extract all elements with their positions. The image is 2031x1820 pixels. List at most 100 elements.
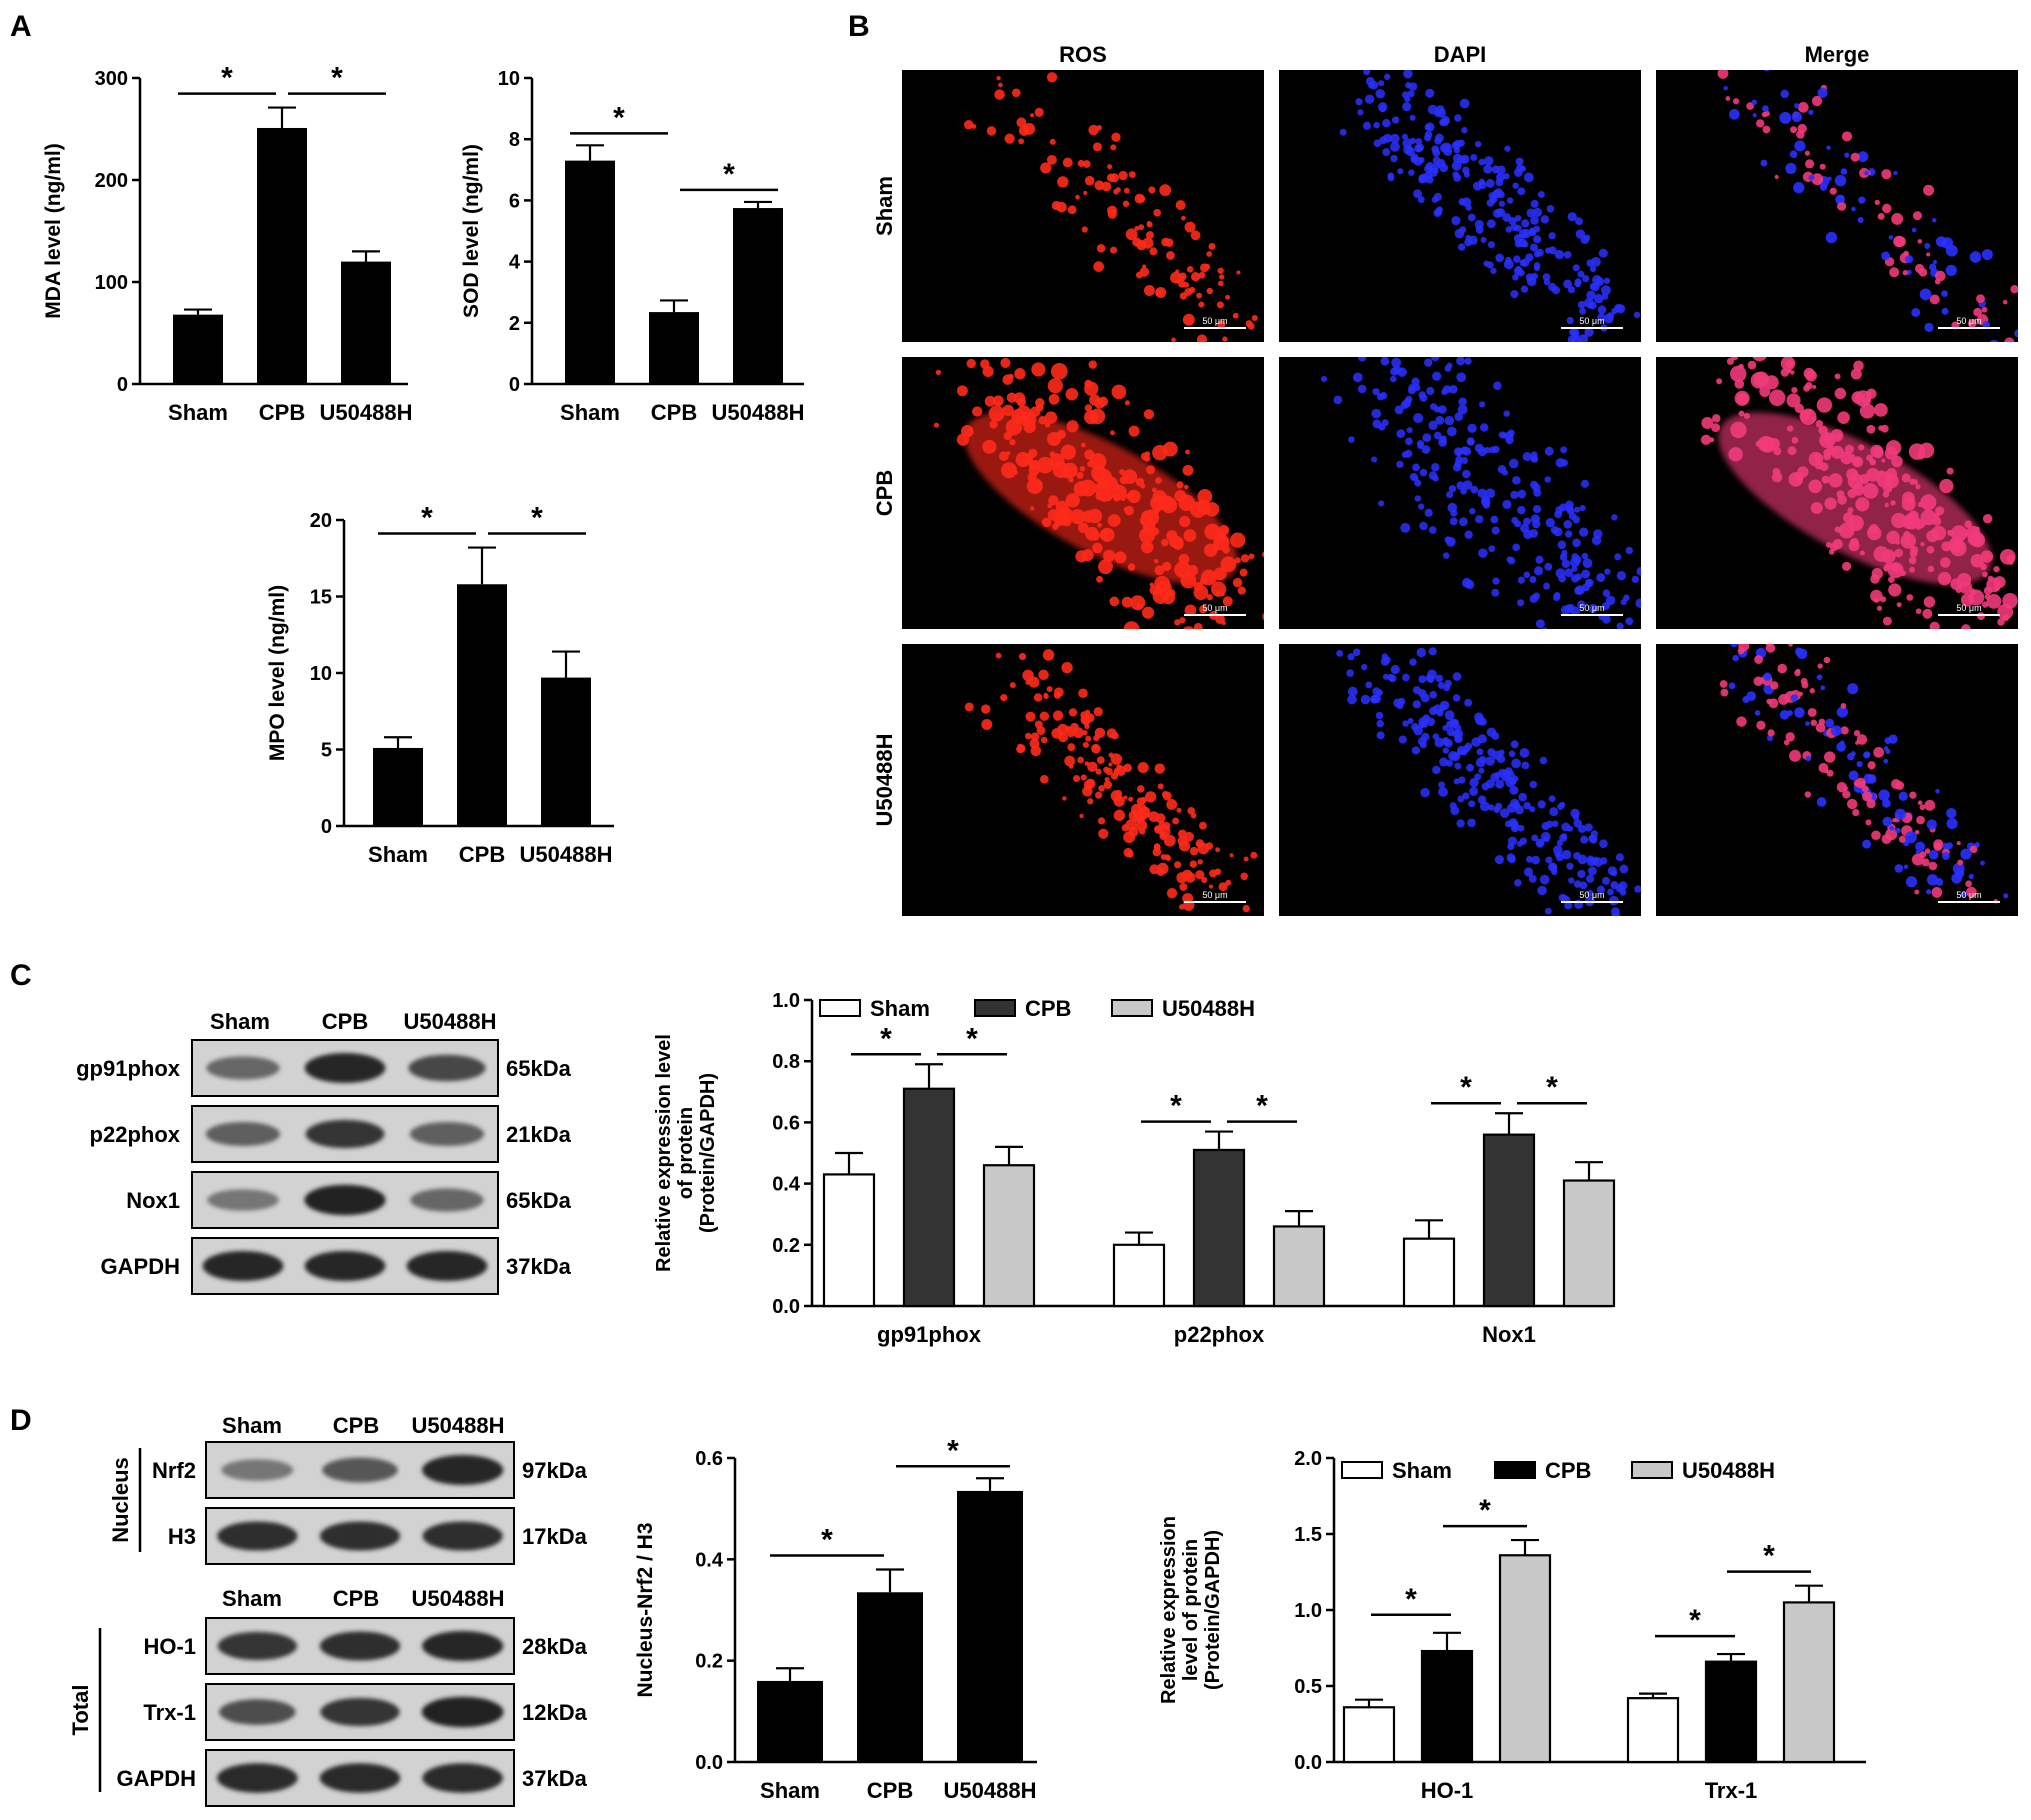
micrograph-cell xyxy=(1791,386,1798,394)
micrograph-cell xyxy=(1355,98,1363,106)
micrograph-cell xyxy=(1603,277,1611,284)
micrograph-cell xyxy=(1530,455,1538,463)
micrograph-cell xyxy=(1039,774,1049,784)
micrograph-cell xyxy=(1400,401,1409,410)
ho1trx-bar-Trx-1-CPB xyxy=(1704,1660,1758,1764)
micrograph-cell xyxy=(1915,608,1922,615)
micrograph-cell xyxy=(1866,424,1876,434)
micrograph-cell xyxy=(1807,707,1817,717)
micrograph-cell xyxy=(1510,290,1519,299)
micrograph-cell xyxy=(1439,143,1450,153)
micrograph-cell xyxy=(1836,706,1848,718)
micrograph-cell xyxy=(1529,594,1538,603)
micrograph-cell xyxy=(1251,314,1258,322)
micrograph-cell xyxy=(1491,526,1500,535)
micrograph-cell xyxy=(1348,350,1354,356)
micrograph-cell xyxy=(1444,710,1455,721)
micrograph-cell xyxy=(1050,362,1068,380)
micrograph-cell xyxy=(1429,690,1438,699)
micrograph-cell xyxy=(1477,488,1487,498)
micrograph-cell xyxy=(1175,269,1180,274)
micrograph-cell xyxy=(1881,251,1891,261)
micrograph-cell xyxy=(1138,224,1145,231)
micrograph-cell xyxy=(1968,873,1974,880)
blot-d-lane-label: U50488H xyxy=(412,1586,505,1611)
micrograph-cell xyxy=(1574,506,1581,513)
micrograph-cell xyxy=(1418,675,1427,684)
micrograph-cell xyxy=(1585,874,1595,883)
sod-bar-Sham xyxy=(565,160,615,384)
micrograph-cell xyxy=(1494,771,1502,779)
micrograph-cell xyxy=(1980,860,1985,866)
micrograph-cell xyxy=(1444,415,1455,426)
micrograph-cell xyxy=(1701,417,1714,429)
ho1trx-Trx-1-a-significance-star: * xyxy=(1689,1604,1701,1637)
micrograph-cell xyxy=(1196,334,1208,342)
ho1trx-category-label: HO-1 xyxy=(1421,1778,1474,1803)
micrograph-cell xyxy=(1545,518,1555,528)
mda-bar-Sham xyxy=(173,314,223,384)
micrograph-cell xyxy=(1486,219,1496,229)
micrograph-cell xyxy=(1382,148,1391,156)
micrograph-cell xyxy=(1093,707,1103,717)
micrograph-cell xyxy=(1433,192,1442,201)
micrograph-cell xyxy=(1928,850,1939,860)
micrograph-cell xyxy=(982,365,994,378)
micrograph-cell xyxy=(1750,372,1768,389)
micrograph-cell xyxy=(1484,446,1491,454)
micrograph-cell xyxy=(1885,748,1891,754)
micrograph-cell xyxy=(1780,357,1796,371)
micrograph-cell xyxy=(1016,117,1027,128)
micrograph-cell xyxy=(1470,153,1478,162)
micrograph-cell xyxy=(1862,839,1872,849)
micrograph-cell xyxy=(1924,799,1936,811)
micrograph-cell xyxy=(1529,780,1538,789)
micrograph-cell xyxy=(1136,797,1145,806)
micrograph-cell xyxy=(1418,391,1426,399)
micrograph-cell xyxy=(1540,215,1550,224)
micrograph-cell xyxy=(1888,583,1902,597)
micrograph-cell xyxy=(1546,204,1555,213)
micrograph-cell xyxy=(1921,858,1930,867)
micrograph-cell xyxy=(1510,798,1520,809)
micrograph-cell xyxy=(1777,663,1788,674)
micrograph-cell xyxy=(1793,181,1805,194)
micrograph-cell xyxy=(1588,834,1597,843)
micrograph-cell xyxy=(1452,694,1461,702)
micrograph-cell xyxy=(1181,921,1191,931)
micrograph-cell xyxy=(1077,159,1085,167)
micrograph-cell xyxy=(1563,279,1573,289)
micrograph-cell xyxy=(1914,263,1925,274)
micrograph-cell xyxy=(1818,762,1829,773)
micrograph-cell xyxy=(1551,286,1561,295)
micrograph-cell xyxy=(1062,157,1073,168)
scale-bar-label: 50 μm xyxy=(1579,890,1604,900)
micrograph-cell xyxy=(1763,70,1770,72)
micrograph-cell xyxy=(1848,770,1859,781)
micrograph-cell xyxy=(1584,327,1594,337)
micrograph-cell xyxy=(1520,285,1529,293)
micrograph-cell xyxy=(1372,687,1381,696)
micrograph-cell xyxy=(1982,514,1993,524)
micrograph-cell xyxy=(1982,320,1991,329)
micrograph-cell xyxy=(1402,102,1412,112)
blot-d-Trx-1-band xyxy=(219,1699,296,1725)
micrograph-cell xyxy=(1571,565,1578,572)
ho1trx-bar-Trx-1-U50488H xyxy=(1782,1601,1836,1764)
micrograph-cell xyxy=(1765,644,1773,647)
micrograph-cell xyxy=(1503,173,1510,180)
micrograph-cell xyxy=(1025,680,1031,685)
blot-c-protein-label: gp91phox xyxy=(76,1056,181,1081)
micrograph-cell xyxy=(1181,215,1186,221)
micrograph-cell xyxy=(1766,735,1774,742)
micrograph-cell xyxy=(1544,476,1551,483)
micrograph-cell xyxy=(1513,234,1523,244)
micrograph-cell xyxy=(1196,292,1203,299)
micrograph-cell xyxy=(1095,768,1102,775)
micrograph-cell xyxy=(2002,614,2009,622)
micrograph-cell xyxy=(1734,390,1750,406)
micrograph-cell xyxy=(1454,735,1462,743)
micrograph-cell xyxy=(1534,566,1544,576)
micrograph-cell xyxy=(1965,880,1972,888)
micrograph-cell xyxy=(1453,447,1463,457)
